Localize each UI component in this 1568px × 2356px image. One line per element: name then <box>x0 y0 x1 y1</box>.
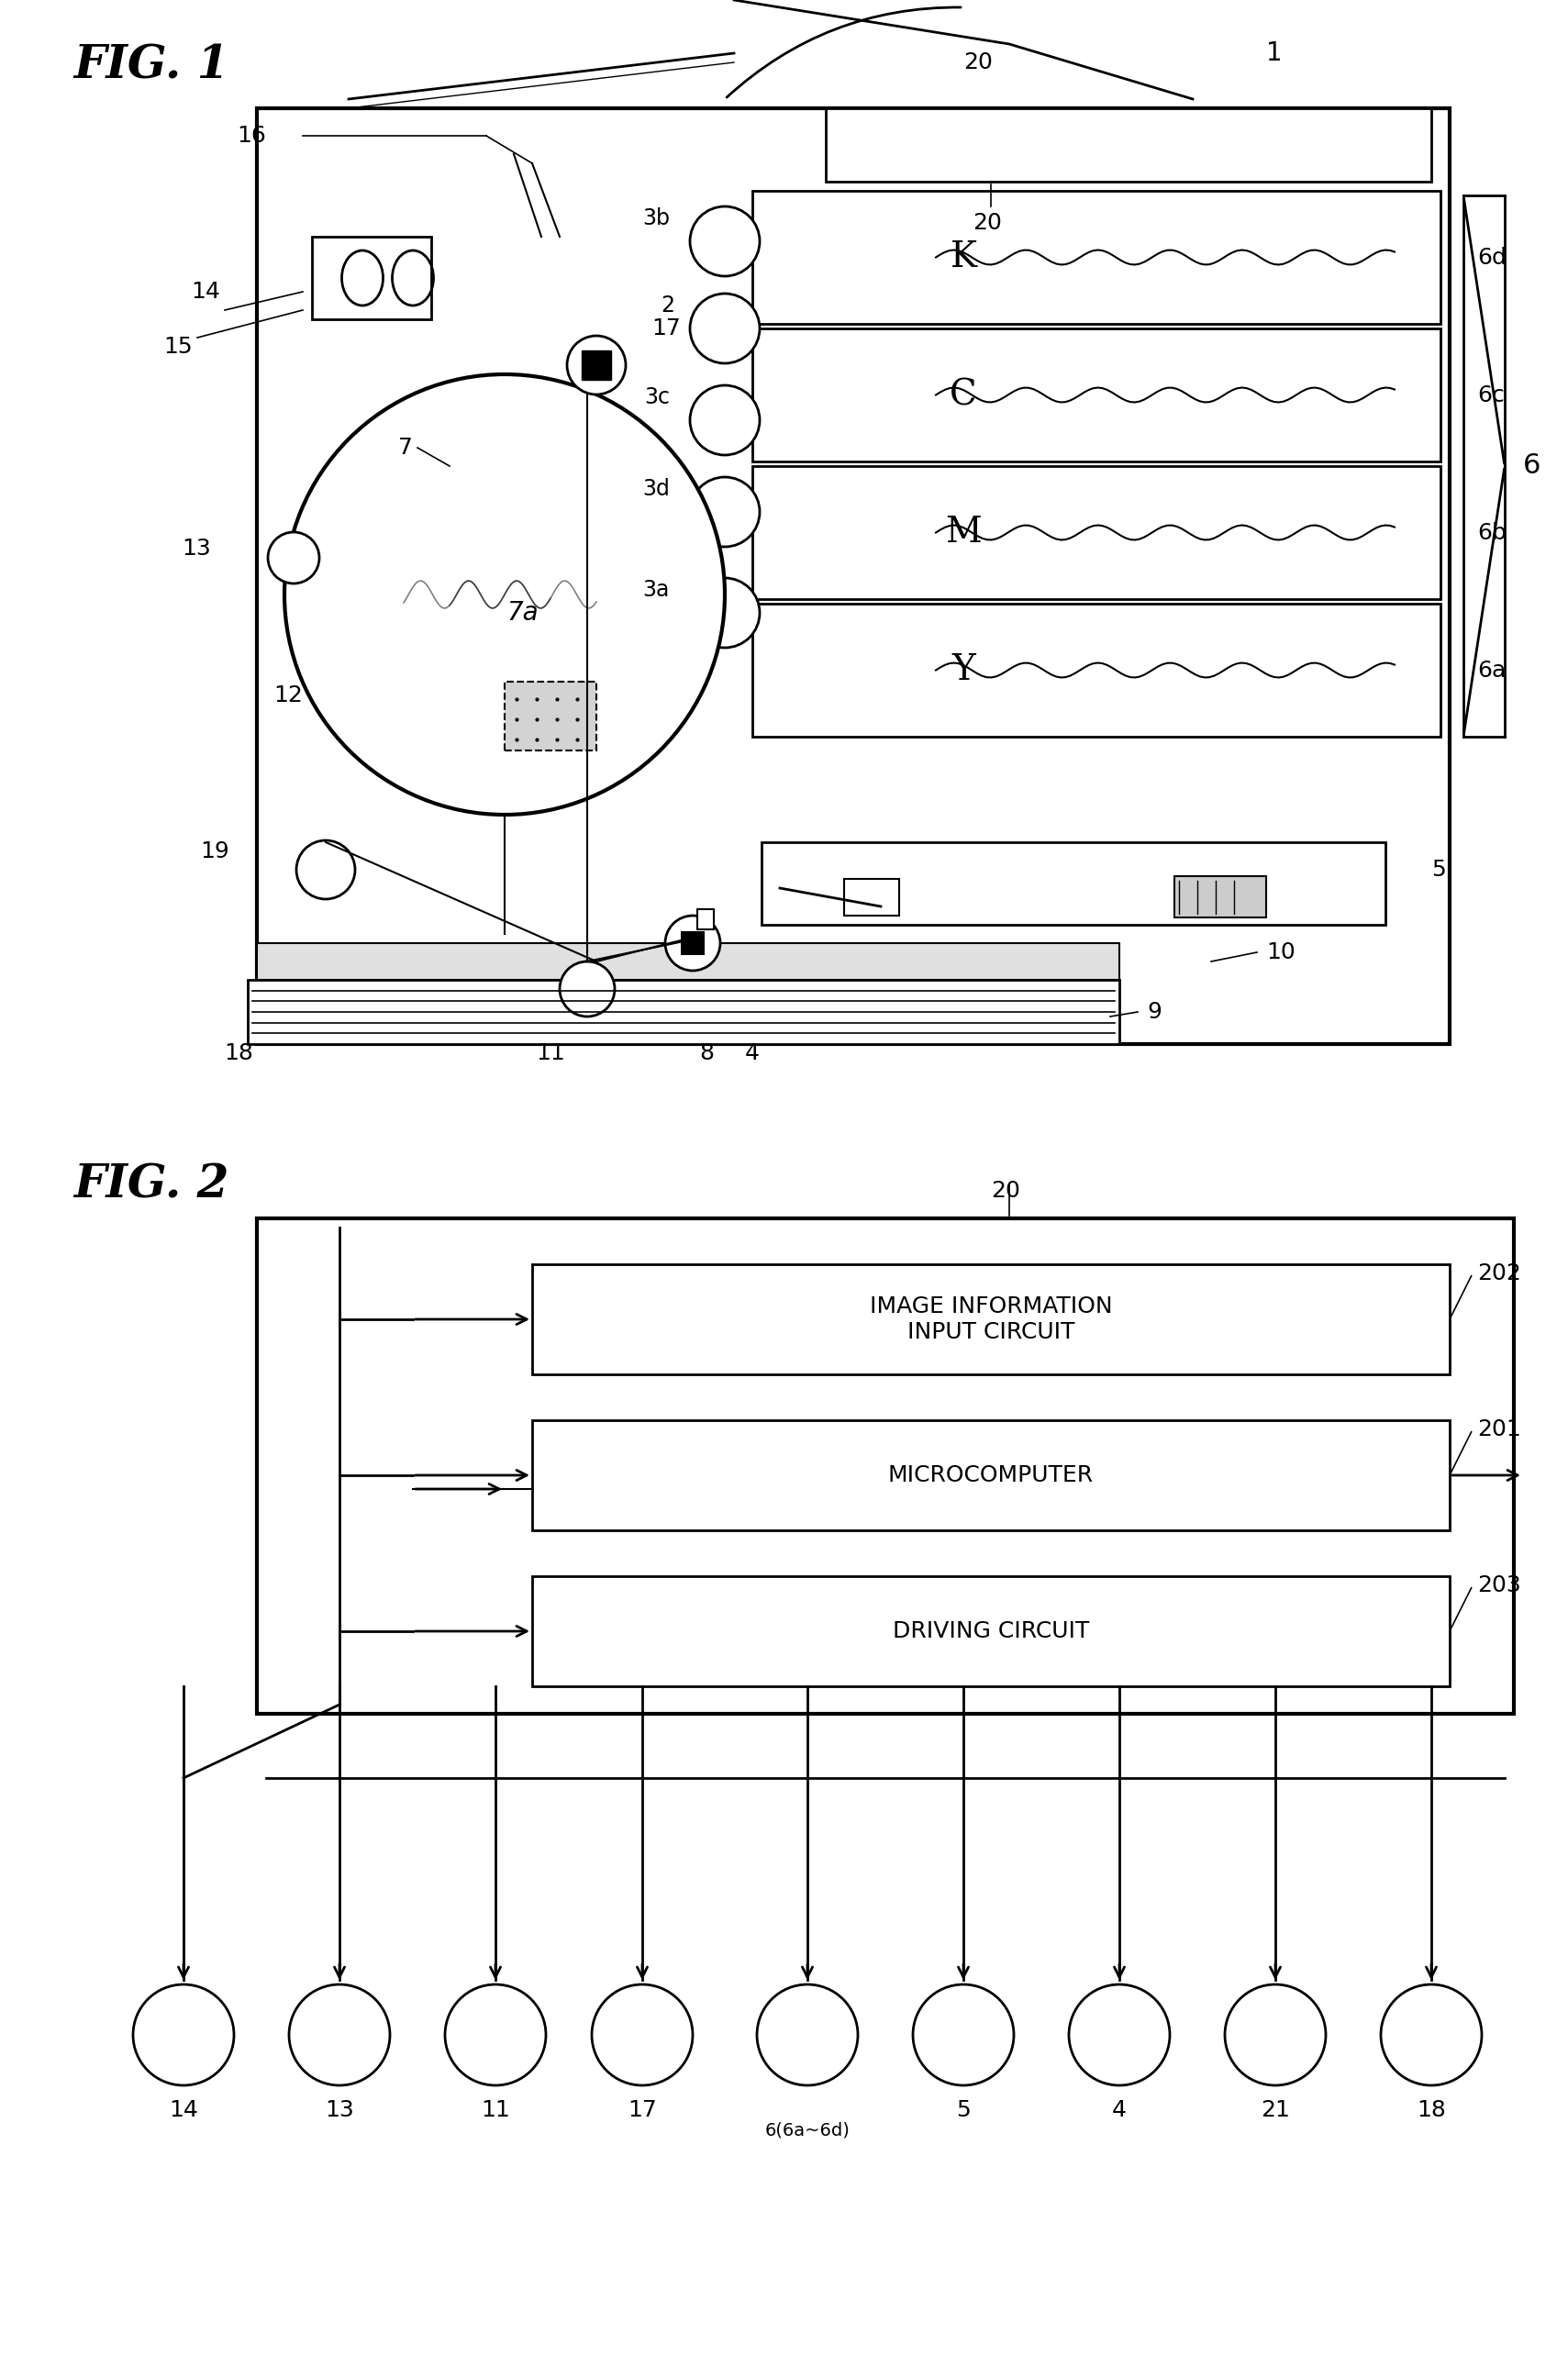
Text: 203: 203 <box>1477 1574 1521 1597</box>
Text: K: K <box>950 240 977 273</box>
Text: 2: 2 <box>660 294 674 316</box>
Text: 9: 9 <box>1146 1001 1162 1023</box>
Circle shape <box>690 294 759 363</box>
Circle shape <box>289 1984 390 2085</box>
Text: 17: 17 <box>651 318 681 339</box>
Text: 20: 20 <box>972 212 1002 233</box>
Circle shape <box>757 1984 858 2085</box>
Bar <box>681 931 704 954</box>
Text: 14: 14 <box>169 2099 198 2120</box>
Bar <box>753 191 1441 323</box>
Text: 19: 19 <box>201 841 229 862</box>
Text: 6b: 6b <box>1477 521 1507 544</box>
Text: DRIVING CIRCUIT: DRIVING CIRCUIT <box>892 1621 1090 1642</box>
Text: 1: 1 <box>1265 40 1283 66</box>
Text: 4: 4 <box>1112 2099 1127 2120</box>
Bar <box>532 1576 1450 1687</box>
Circle shape <box>568 337 626 393</box>
Text: 13: 13 <box>325 2099 354 2120</box>
Text: 20: 20 <box>991 1180 1021 1202</box>
Text: 15: 15 <box>163 337 193 358</box>
Bar <box>753 466 1441 598</box>
Bar <box>532 1265 1450 1374</box>
Bar <box>1174 876 1265 916</box>
Bar <box>826 108 1432 181</box>
Text: 6a: 6a <box>1477 660 1505 681</box>
Text: 5: 5 <box>956 2099 971 2120</box>
Circle shape <box>913 1984 1014 2085</box>
Text: 18: 18 <box>1416 2099 1446 2120</box>
Circle shape <box>560 961 615 1015</box>
Bar <box>532 1421 1450 1531</box>
Text: Y: Y <box>952 653 975 688</box>
Text: 5: 5 <box>1432 858 1446 881</box>
Text: 3a: 3a <box>643 580 670 601</box>
Circle shape <box>690 577 759 648</box>
Circle shape <box>690 207 759 276</box>
Circle shape <box>445 1984 546 2085</box>
Circle shape <box>1225 1984 1327 2085</box>
Text: MICROCOMPUTER: MICROCOMPUTER <box>887 1463 1094 1487</box>
Bar <box>582 351 612 379</box>
Text: 11: 11 <box>536 1041 564 1065</box>
Text: 16: 16 <box>237 125 267 146</box>
Bar <box>257 942 1120 980</box>
Bar <box>312 236 431 320</box>
Text: 3d: 3d <box>643 478 670 499</box>
Bar <box>753 327 1441 462</box>
Circle shape <box>591 1984 693 2085</box>
Text: 13: 13 <box>182 537 212 561</box>
Bar <box>762 841 1386 926</box>
Text: 6: 6 <box>1523 452 1541 478</box>
Circle shape <box>133 1984 234 2085</box>
Text: 11: 11 <box>481 2099 510 2120</box>
Text: 7: 7 <box>398 436 412 459</box>
Text: 7a: 7a <box>506 601 539 627</box>
Text: 10: 10 <box>1265 942 1295 964</box>
Circle shape <box>296 841 354 900</box>
Text: C: C <box>950 377 977 412</box>
FancyBboxPatch shape <box>257 1218 1513 1713</box>
Text: 18: 18 <box>224 1041 252 1065</box>
Text: 8: 8 <box>699 1041 713 1065</box>
Text: 12: 12 <box>273 683 303 707</box>
Bar <box>248 980 1120 1044</box>
Bar <box>698 909 713 928</box>
Text: 21: 21 <box>1261 2099 1290 2120</box>
Text: 17: 17 <box>627 2099 657 2120</box>
Text: 202: 202 <box>1477 1263 1521 1284</box>
Text: 4: 4 <box>745 1041 759 1065</box>
Text: 3b: 3b <box>643 207 670 229</box>
Text: 6(6a~6d): 6(6a~6d) <box>765 2123 850 2139</box>
Text: 3c: 3c <box>644 386 670 408</box>
Circle shape <box>665 916 720 971</box>
Text: 6c: 6c <box>1477 384 1504 405</box>
Circle shape <box>690 476 759 547</box>
Text: 14: 14 <box>191 280 220 304</box>
Circle shape <box>284 375 724 815</box>
Text: 20: 20 <box>963 52 993 73</box>
Circle shape <box>1069 1984 1170 2085</box>
Bar <box>257 108 1450 1044</box>
Text: IMAGE INFORMATION
INPUT CIRCUIT: IMAGE INFORMATION INPUT CIRCUIT <box>870 1296 1112 1343</box>
Text: M: M <box>946 516 982 549</box>
Text: FIG. 1: FIG. 1 <box>74 45 229 90</box>
Text: 6d: 6d <box>1477 247 1507 269</box>
Bar <box>844 879 898 916</box>
Bar <box>505 681 596 752</box>
Text: FIG. 2: FIG. 2 <box>74 1164 229 1209</box>
Text: 201: 201 <box>1477 1418 1521 1440</box>
Circle shape <box>1381 1984 1482 2085</box>
Circle shape <box>268 532 320 584</box>
Circle shape <box>690 386 759 455</box>
Bar <box>753 603 1441 737</box>
